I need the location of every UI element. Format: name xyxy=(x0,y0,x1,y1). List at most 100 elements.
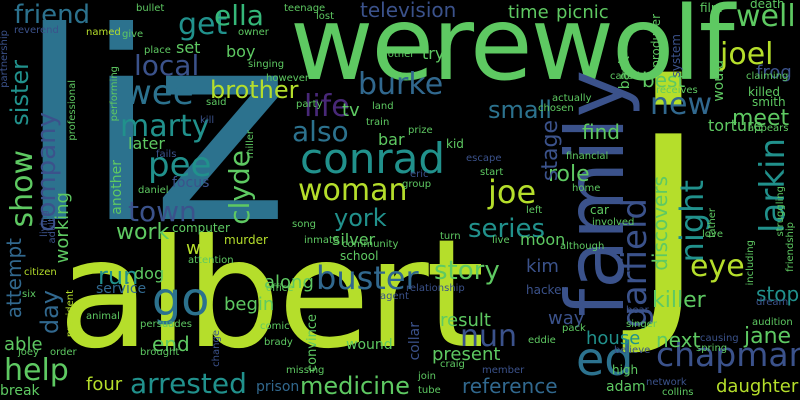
word-computer: computer xyxy=(172,221,230,235)
word-escape: escape xyxy=(466,153,502,164)
word-tube: tube xyxy=(418,385,441,396)
word-conrad: conrad xyxy=(300,134,446,183)
word-office: office xyxy=(266,283,294,294)
word-give: give xyxy=(122,29,144,40)
word-w: w xyxy=(186,238,201,259)
word-go: go xyxy=(152,272,210,326)
word-film: film xyxy=(700,1,723,15)
word-reverend: reverend xyxy=(14,25,59,36)
word-series: series xyxy=(468,214,545,244)
word-help: help xyxy=(4,353,69,388)
word-train: train xyxy=(366,117,390,128)
word-life: life xyxy=(304,89,350,124)
word-prison: prison xyxy=(256,379,300,395)
word-house: house xyxy=(586,328,641,349)
word-claiming: claiming xyxy=(746,71,789,82)
word-chosen: chosen xyxy=(538,103,574,114)
word-eric: eric xyxy=(410,169,429,180)
word-six: six xyxy=(22,289,36,300)
word-would: would xyxy=(711,60,727,102)
word-meet: meet xyxy=(732,106,790,131)
word-father: father xyxy=(707,208,718,239)
word-moon: moon xyxy=(520,230,566,249)
word-causing: causing xyxy=(700,333,739,344)
word-service: service xyxy=(96,281,147,297)
word-killed: killed xyxy=(748,85,780,99)
word-j: j xyxy=(628,24,709,361)
word-end: end xyxy=(152,332,190,356)
word-dream: dream xyxy=(756,297,789,308)
word-another: another xyxy=(109,160,125,215)
word-singer: singer xyxy=(626,319,657,330)
word-able: able xyxy=(4,334,43,355)
word-death: death xyxy=(750,0,785,11)
word-join: join xyxy=(418,371,437,382)
word-story: story xyxy=(434,256,500,286)
word-best: best xyxy=(642,68,686,92)
word-called: called xyxy=(610,71,640,82)
word-brought: brought xyxy=(140,347,180,358)
word-joel: joel xyxy=(720,37,774,72)
word-dog: dog xyxy=(134,264,165,283)
word-arrested: arrested xyxy=(130,367,247,400)
word-owner: owner xyxy=(238,27,269,38)
word-along: along xyxy=(264,272,314,293)
word-pee: pee xyxy=(148,145,212,185)
word-collins: collins xyxy=(662,387,694,398)
word-involved: involved xyxy=(592,217,635,228)
word-time: time xyxy=(508,2,549,23)
word-torture: torture xyxy=(708,116,764,135)
word-discovers: discovers xyxy=(648,176,672,271)
word-picnic: picnic xyxy=(556,2,609,23)
word-school: school xyxy=(340,249,379,263)
word-reference: reference xyxy=(462,374,558,398)
word-stage: stage xyxy=(538,120,563,182)
word-live: live xyxy=(492,235,510,246)
word-day: day xyxy=(36,290,64,335)
word-performing: performing xyxy=(109,66,120,122)
word-killer: killer xyxy=(652,288,706,313)
word-collar: collar xyxy=(407,322,423,361)
word-spring: spring xyxy=(696,343,728,354)
word-mother: mother xyxy=(378,49,415,60)
word-craig: craig xyxy=(440,359,465,370)
word-begin: begin xyxy=(224,294,275,315)
word-miller: miller xyxy=(245,130,256,159)
word-turn: turn xyxy=(440,231,461,242)
word-president: president xyxy=(65,290,76,338)
word-animal: animal xyxy=(86,311,120,322)
word-network: network xyxy=(646,377,687,388)
word-kill: kill xyxy=(200,115,215,126)
word-friend: friend xyxy=(14,0,91,30)
word-pack: pack xyxy=(562,323,586,334)
word-frog: frog xyxy=(756,62,792,83)
word-car: car xyxy=(590,203,609,217)
word-bullet: bullet xyxy=(136,3,165,14)
word-stop: stop xyxy=(756,282,800,306)
word-kid: kid xyxy=(446,137,464,151)
word-also: also xyxy=(292,115,349,148)
word-run: run xyxy=(98,262,139,290)
word-kim: kim xyxy=(526,256,559,277)
word-york: york xyxy=(334,204,387,232)
word-later: later xyxy=(128,134,165,153)
word-werewolf: werewolf xyxy=(290,0,735,104)
word-focus: focus xyxy=(172,175,210,191)
word-brother: brother xyxy=(210,76,299,104)
word-appears: appears xyxy=(748,123,789,134)
word-comic: comic xyxy=(260,321,290,332)
word-buster: buster xyxy=(316,259,419,297)
word-receives: receives xyxy=(656,85,698,96)
word-bear: bear xyxy=(626,305,649,316)
word-lost: lost xyxy=(316,11,335,22)
word-said: said xyxy=(206,97,227,108)
word-joe: joe xyxy=(488,173,537,211)
word-daniel: daniel xyxy=(138,185,169,196)
word-order: order xyxy=(50,347,77,358)
word-prize: prize xyxy=(408,125,433,136)
word-place: place xyxy=(144,45,171,56)
word-ella: ella xyxy=(214,0,264,32)
word-bar: bar xyxy=(378,130,405,149)
word-town: town xyxy=(128,195,197,228)
